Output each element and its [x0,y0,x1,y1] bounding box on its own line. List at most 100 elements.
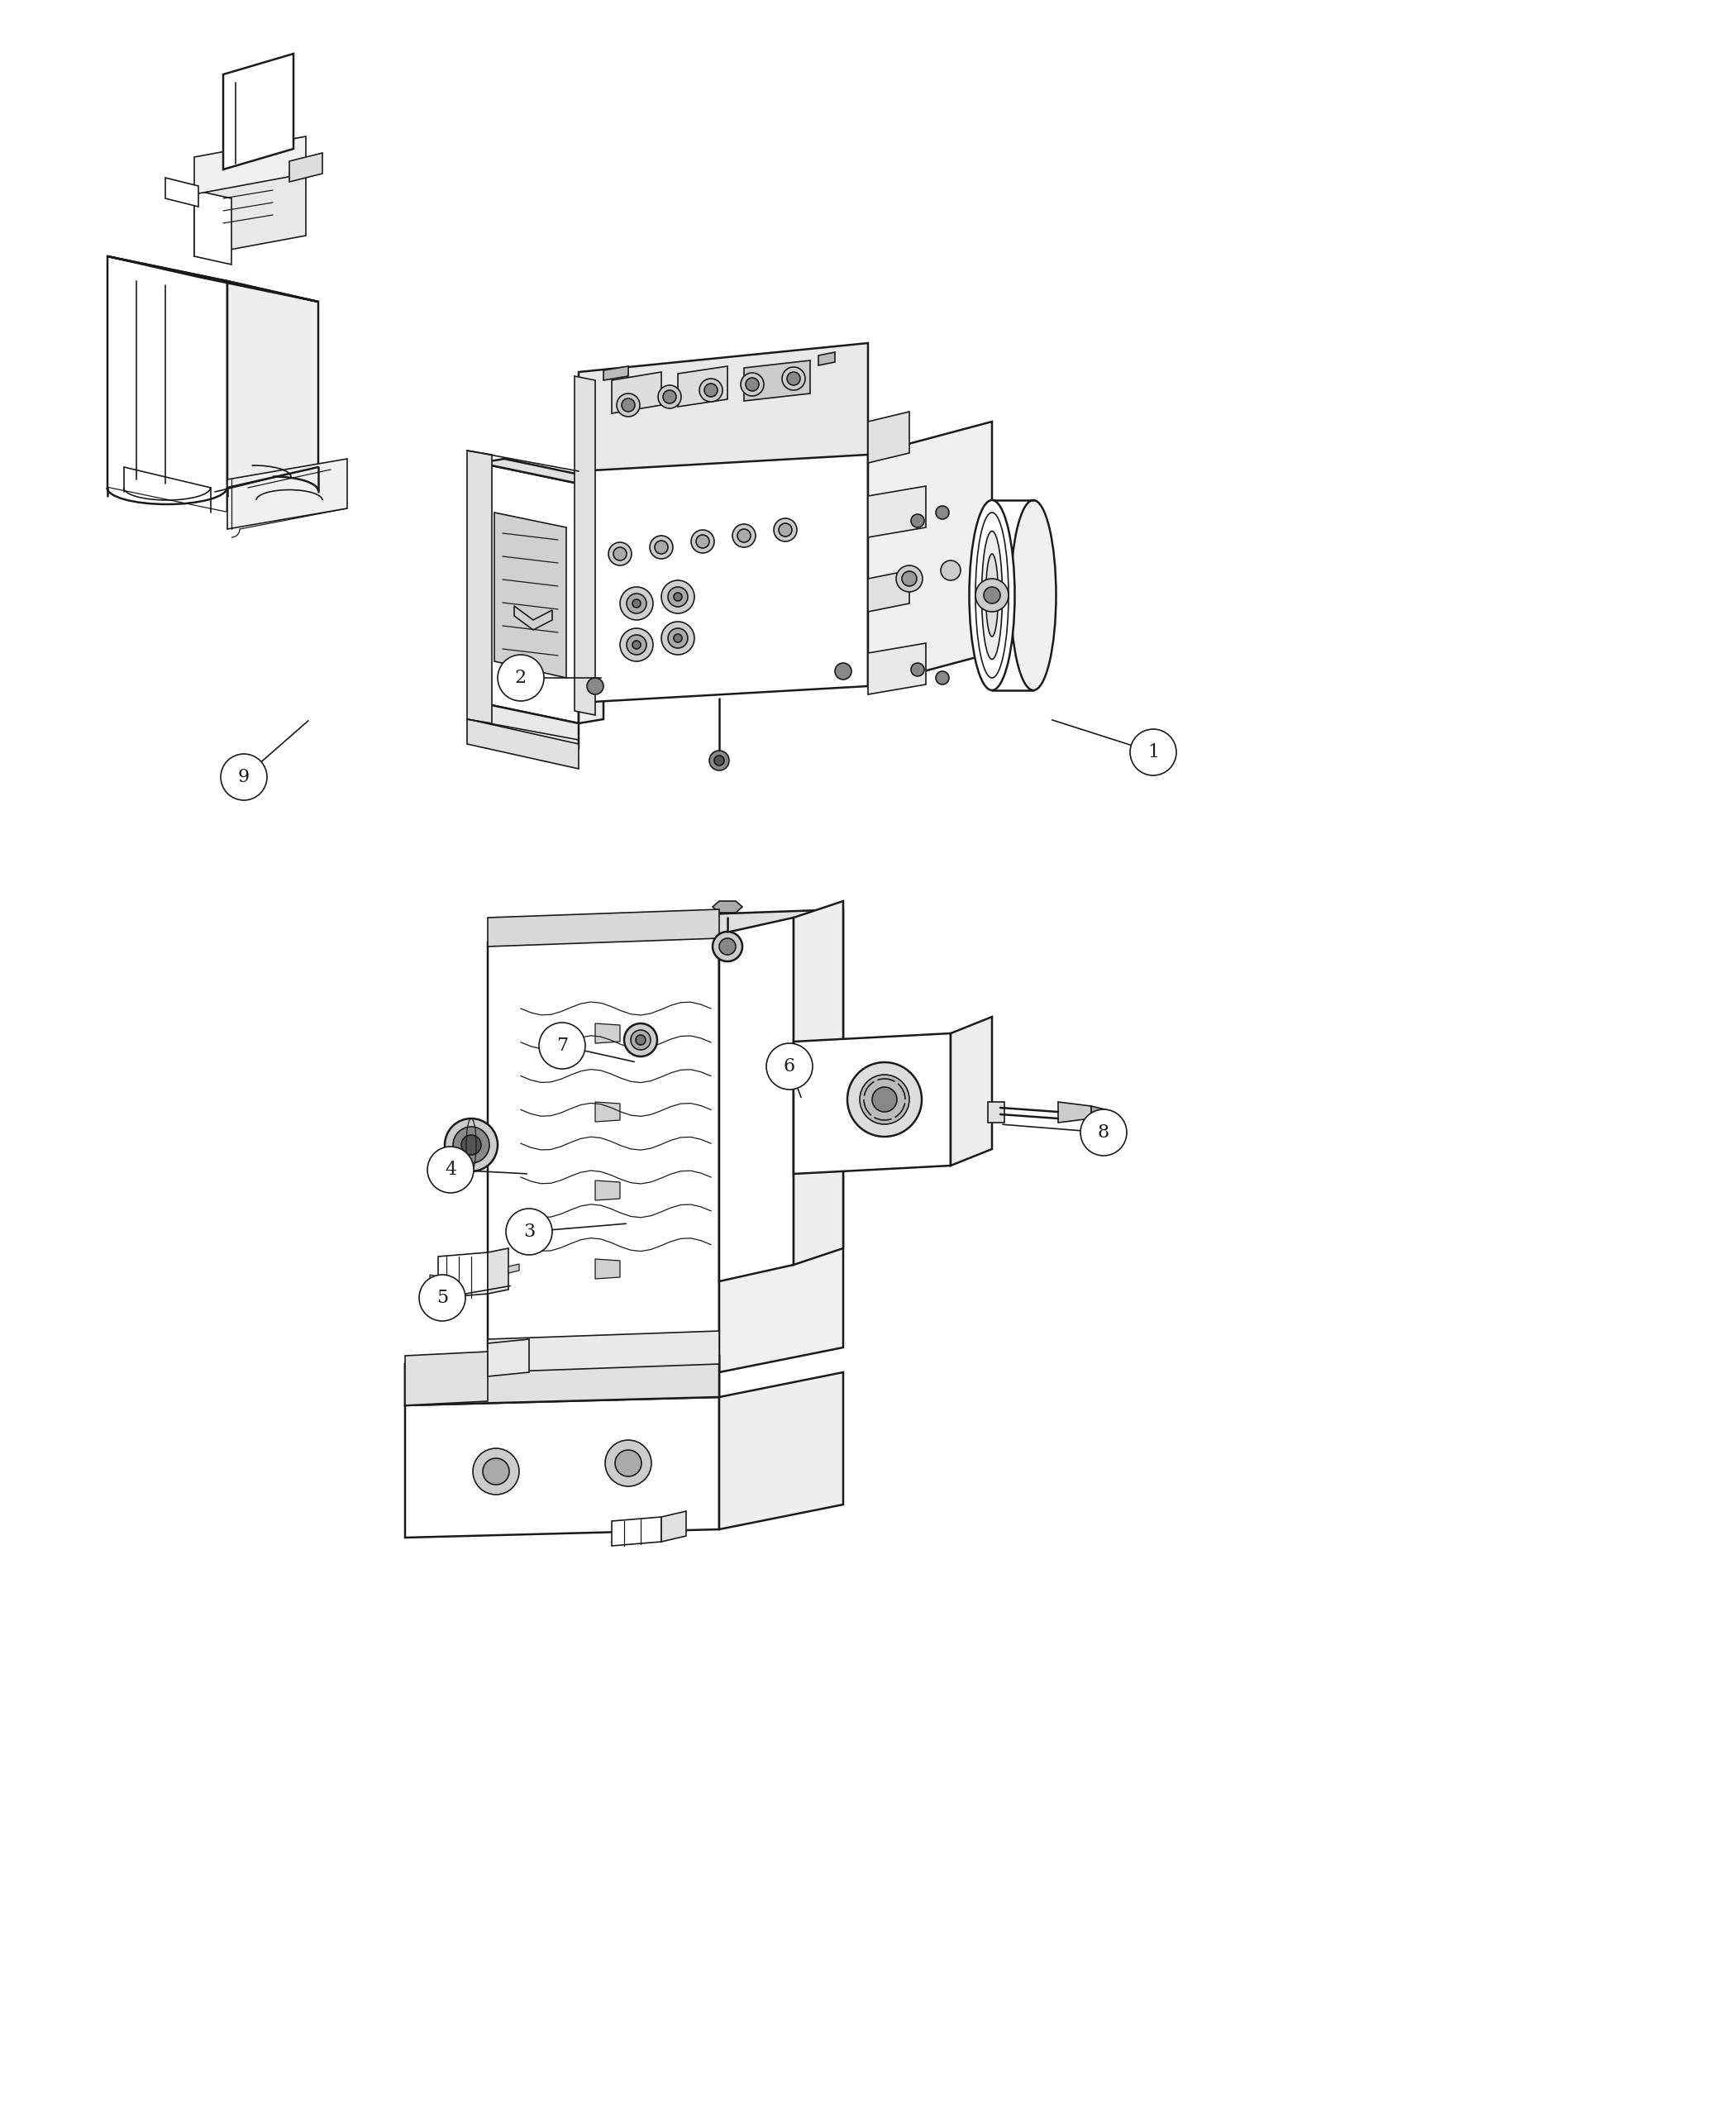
Circle shape [661,622,694,656]
Circle shape [738,529,750,542]
Polygon shape [495,512,566,679]
Circle shape [608,542,632,565]
Polygon shape [194,169,306,257]
Circle shape [472,1448,519,1495]
Circle shape [1130,729,1177,776]
Polygon shape [165,177,198,207]
Circle shape [847,1062,922,1136]
Polygon shape [479,702,578,748]
Polygon shape [578,479,604,723]
Circle shape [661,580,694,613]
Polygon shape [719,909,844,1372]
Circle shape [649,535,674,559]
Circle shape [632,599,641,607]
Polygon shape [991,500,1033,689]
Polygon shape [611,371,661,413]
Polygon shape [479,460,604,483]
Polygon shape [290,154,323,181]
Circle shape [976,580,1009,611]
Polygon shape [595,1180,620,1199]
Circle shape [627,635,646,656]
Circle shape [663,390,677,403]
Circle shape [903,571,917,586]
Circle shape [859,1075,910,1124]
Circle shape [710,750,729,769]
Circle shape [444,1119,498,1172]
Text: 9: 9 [238,767,250,786]
Circle shape [418,1275,465,1322]
Circle shape [871,1088,898,1111]
Circle shape [627,594,646,613]
Text: 1: 1 [1147,744,1160,761]
Polygon shape [661,1511,686,1541]
Circle shape [462,1134,481,1155]
Polygon shape [604,367,628,379]
Ellipse shape [981,531,1002,660]
Text: 6: 6 [783,1058,795,1075]
Circle shape [616,394,641,417]
Circle shape [674,592,682,601]
Text: 4: 4 [444,1162,457,1178]
Circle shape [606,1440,651,1486]
Circle shape [766,1043,812,1090]
Circle shape [632,641,641,649]
Polygon shape [868,643,925,694]
Text: 3: 3 [523,1223,535,1242]
Polygon shape [404,1398,719,1537]
Polygon shape [108,487,227,538]
Polygon shape [194,190,231,264]
Polygon shape [488,909,844,942]
Polygon shape [677,367,727,407]
Polygon shape [488,934,719,1381]
Polygon shape [488,1330,719,1372]
Polygon shape [868,411,910,464]
Polygon shape [479,464,578,723]
Polygon shape [578,455,868,702]
Circle shape [911,514,924,527]
Text: 8: 8 [1097,1124,1109,1143]
Circle shape [483,1459,509,1484]
Polygon shape [988,1102,1005,1124]
Polygon shape [431,1275,437,1284]
Circle shape [654,540,668,554]
Polygon shape [793,1033,951,1174]
Polygon shape [488,909,719,946]
Polygon shape [1059,1102,1092,1124]
Text: 2: 2 [516,668,526,687]
Polygon shape [611,1518,661,1545]
Circle shape [427,1147,474,1193]
Circle shape [705,384,717,396]
Circle shape [220,755,267,801]
Polygon shape [818,352,835,365]
Polygon shape [578,344,868,495]
Circle shape [779,523,792,538]
Polygon shape [467,719,578,769]
Polygon shape [595,1102,620,1121]
Polygon shape [868,571,910,611]
Circle shape [498,656,543,702]
Ellipse shape [1010,500,1055,689]
Polygon shape [488,1248,509,1294]
Circle shape [786,371,800,386]
Circle shape [746,377,759,390]
Polygon shape [509,1265,519,1273]
Circle shape [613,548,627,561]
Polygon shape [712,900,743,913]
Polygon shape [868,422,991,685]
Circle shape [911,664,924,677]
Circle shape [630,1031,651,1050]
Polygon shape [404,1351,488,1406]
Circle shape [668,628,687,647]
Polygon shape [404,1355,719,1406]
Ellipse shape [969,500,1016,689]
Ellipse shape [986,554,998,637]
Circle shape [712,932,743,961]
Circle shape [521,679,538,694]
Circle shape [936,506,950,519]
Circle shape [691,529,713,552]
Polygon shape [224,53,293,169]
Circle shape [621,398,635,411]
Circle shape [700,379,722,403]
Text: 5: 5 [436,1288,448,1307]
Polygon shape [719,1372,844,1528]
